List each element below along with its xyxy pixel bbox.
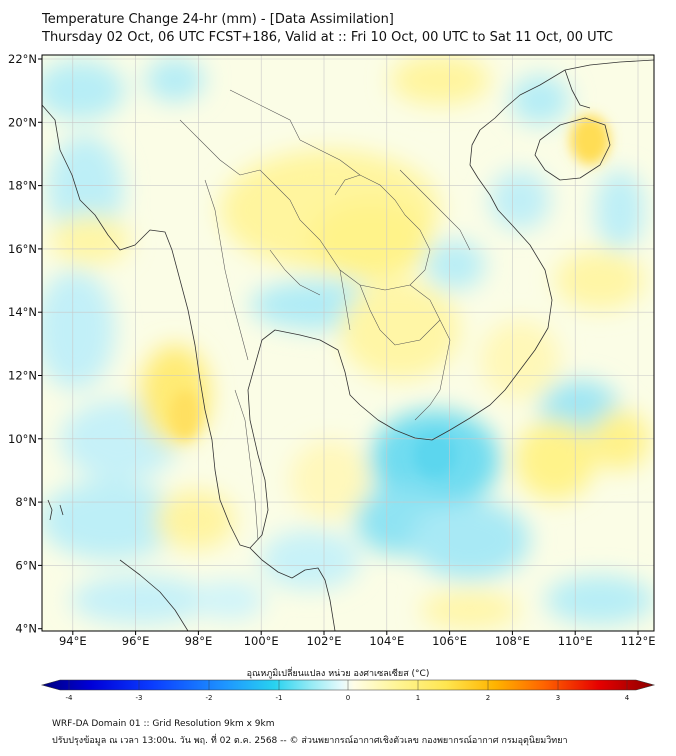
lon-tick-label: 108°E <box>495 634 530 648</box>
lat-tick-label: 10°N <box>8 432 37 446</box>
lat-tick-label: 16°N <box>8 242 37 256</box>
lon-tick-labels: 94°E 96°E 98°E 100°E 102°E 104°E 106°E 1… <box>59 634 656 648</box>
colorbar-tick-label: 1 <box>416 694 420 702</box>
lon-tick-label: 110°E <box>558 634 593 648</box>
lat-tick-label: 4°N <box>15 622 37 636</box>
colorbar-tick-label: -3 <box>136 694 143 702</box>
graticule <box>42 55 654 631</box>
lat-tick-label: 12°N <box>8 369 37 383</box>
lat-tick-label: 6°N <box>15 558 37 572</box>
map-frame <box>41 54 655 632</box>
coastlines <box>42 59 654 631</box>
colorbar-tick-label: 0 <box>346 694 350 702</box>
footer-credit: ปรับปรุงข้อมูล ณ เวลา 13:00น. วัน พฤ. ที… <box>52 736 568 746</box>
map-title: Temperature Change 24-hr (mm) - [Data As… <box>42 12 394 27</box>
lon-tick-label: 112°E <box>621 634 656 648</box>
country-borders <box>179 89 471 541</box>
map-subtitle: Thursday 02 Oct, 06 UTC FCST+186, Valid … <box>42 30 613 45</box>
colorbar-ticks <box>68 680 628 690</box>
lon-tick-label: 102°E <box>307 634 342 648</box>
lon-tick-label: 100°E <box>244 634 279 648</box>
lon-tick-label: 106°E <box>432 634 467 648</box>
lat-tick-label: 18°N <box>8 179 37 193</box>
temperature-field <box>42 55 654 631</box>
colorbar-label: อุณหภูมิเปลี่ยนแปลง หน่วย องศาเซลเซียส (… <box>246 669 430 679</box>
lon-tick-label: 104°E <box>369 634 404 648</box>
axis-ticks <box>38 58 639 635</box>
lat-tick-label: 14°N <box>8 305 37 319</box>
colorbar-tick-label: 3 <box>556 694 560 702</box>
lat-tick-labels: 22°N 20°N 18°N 16°N 14°N 12°N 10°N 8°N 6… <box>8 52 37 636</box>
colorbar-tick-label: -1 <box>276 694 283 702</box>
colorbar-tick-label: -2 <box>206 694 213 702</box>
colorbar-tick-label: 2 <box>486 694 490 702</box>
colorbar-tick-label: -4 <box>66 694 74 702</box>
lat-tick-label: 22°N <box>8 52 37 66</box>
lat-tick-label: 8°N <box>15 495 37 509</box>
footer-resolution: WRF-DA Domain 01 :: Grid Resolution 9km … <box>52 719 275 729</box>
lon-tick-label: 98°E <box>185 634 213 648</box>
lon-tick-label: 96°E <box>122 634 150 648</box>
colorbar: -4 -3 -2 -1 0 1 2 3 4 <box>40 679 656 702</box>
lon-tick-label: 94°E <box>59 634 87 648</box>
lat-tick-label: 20°N <box>8 115 37 129</box>
colorbar-tick-label: 4 <box>625 694 630 702</box>
